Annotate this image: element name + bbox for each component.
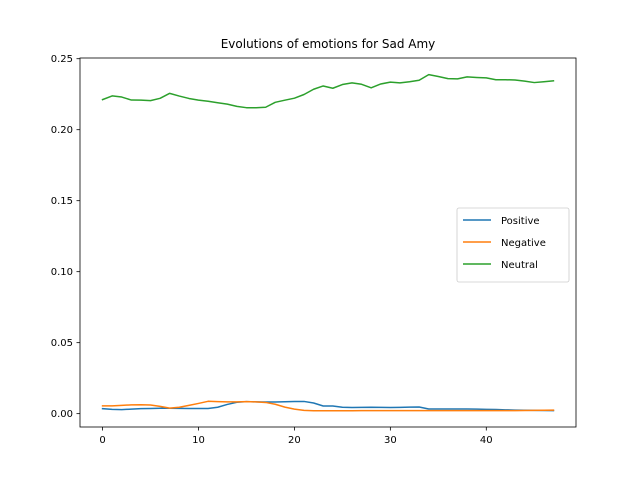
series-line-negative [101, 400, 555, 412]
y-tick-label: 0.05 [51, 338, 73, 349]
legend: Positive Negative Neutral [456, 207, 570, 283]
series-line-neutral [101, 73, 555, 109]
legend-label-neutral: Neutral [501, 260, 538, 271]
chart-title: Evolutions of emotions for Sad Amy [221, 37, 436, 51]
axes-frame [79, 57, 577, 428]
series-line-positive [101, 400, 555, 412]
x-tick-label: 20 [288, 435, 301, 446]
series-layer [101, 73, 555, 412]
y-tick-label: 0.25 [51, 54, 73, 65]
x-tick-label: 10 [192, 435, 205, 446]
legend-label-positive: Positive [501, 216, 540, 227]
y-tick-label: 0.00 [51, 409, 73, 420]
y-tick-label: 0.10 [51, 267, 73, 278]
x-tick-label: 30 [384, 435, 397, 446]
y-tick-label: 0.15 [51, 196, 73, 207]
axes-layer: 0 10 20 30 40 0.00 0.05 0.10 0.15 0.20 0.25 [51, 54, 577, 446]
x-tick-label: 40 [480, 435, 493, 446]
x-tick-label: 0 [99, 435, 105, 446]
y-tick-label: 0.20 [51, 125, 73, 136]
legend-label-negative: Negative [501, 238, 546, 249]
